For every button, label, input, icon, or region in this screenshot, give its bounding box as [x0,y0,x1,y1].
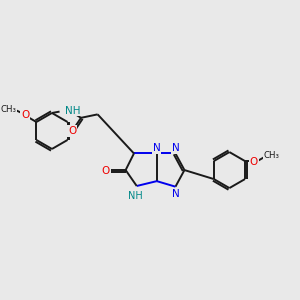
Text: O: O [250,157,258,167]
Text: NH: NH [128,191,143,201]
Text: CH₃: CH₃ [264,151,280,160]
Text: O: O [68,126,76,136]
Text: CH₃: CH₃ [1,105,17,114]
Text: N: N [153,143,160,153]
Text: N: N [172,143,180,153]
Text: N: N [172,189,180,199]
Text: O: O [101,166,110,176]
Text: NH: NH [65,106,80,116]
Text: O: O [21,110,29,120]
